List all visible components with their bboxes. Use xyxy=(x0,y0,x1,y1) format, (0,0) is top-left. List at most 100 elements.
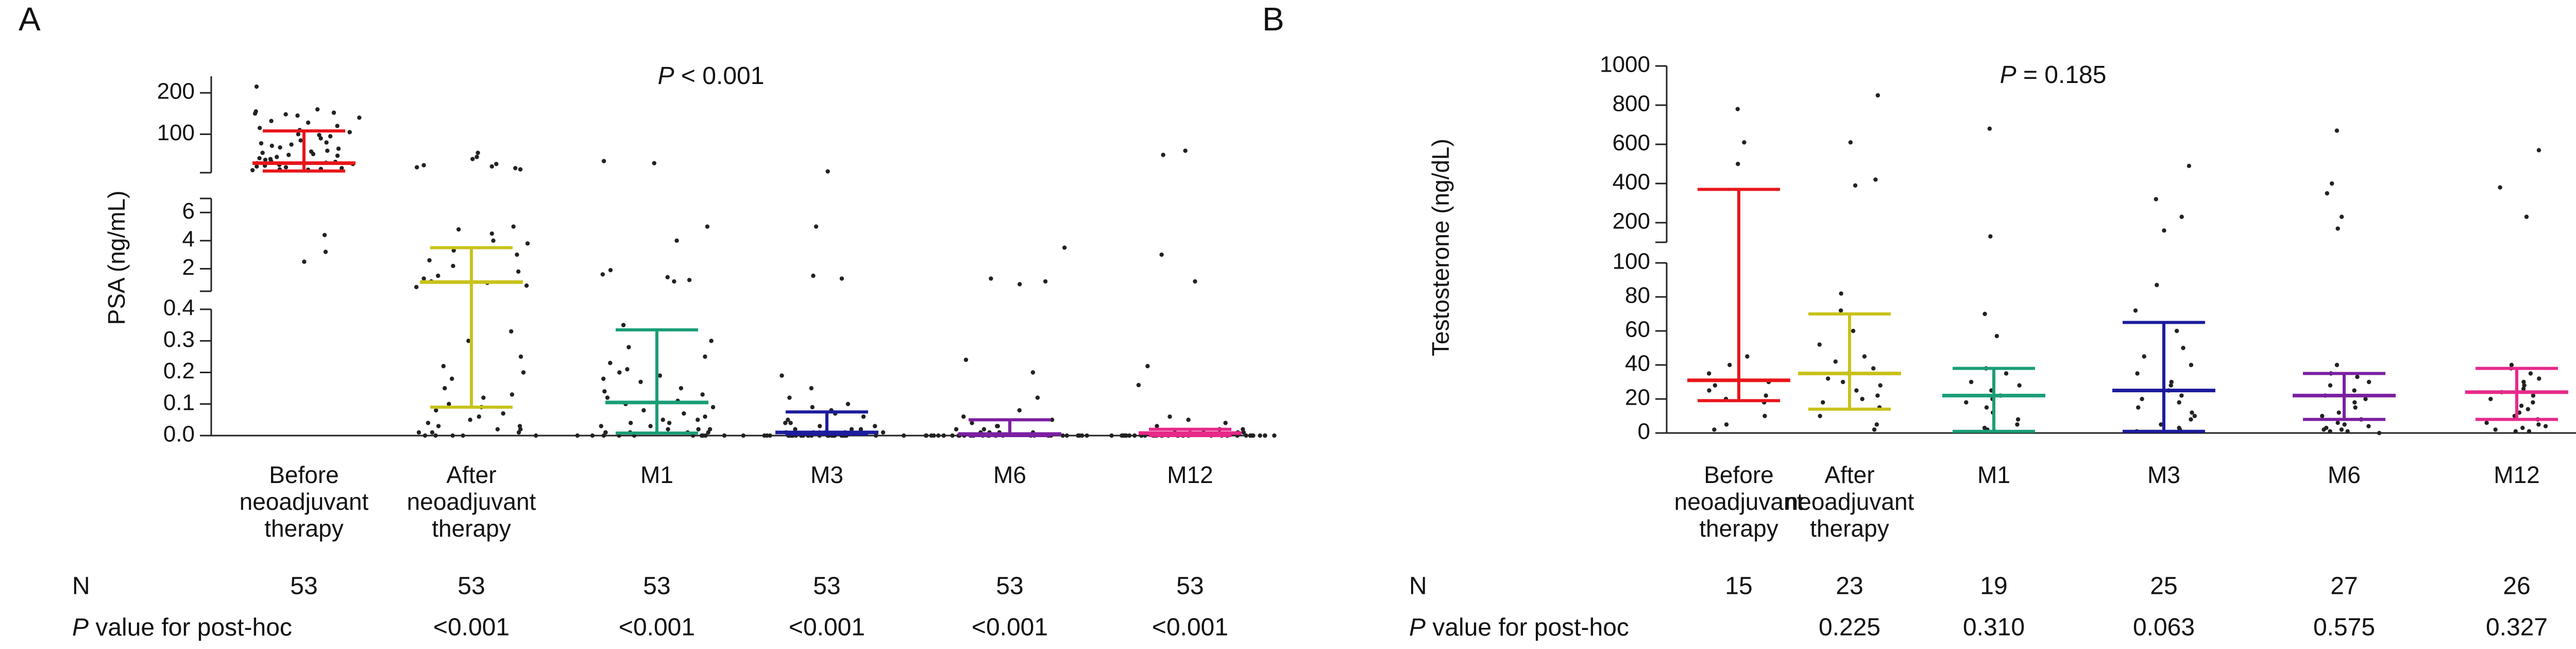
x-tick-label-line: After xyxy=(1824,461,1874,488)
data-point xyxy=(447,402,451,406)
data-point xyxy=(2339,427,2344,432)
data-point xyxy=(2522,383,2527,388)
data-point xyxy=(1080,433,1084,438)
table-p-label: P value for post-hoc xyxy=(1409,614,1629,641)
x-tick-label-line: Before xyxy=(1704,461,1774,488)
data-point xyxy=(491,238,496,243)
data-point xyxy=(2528,371,2533,376)
data-point xyxy=(1860,396,1865,402)
y-tick-label: 600 xyxy=(1613,130,1650,156)
panel-letter: A xyxy=(19,1,41,38)
data-point xyxy=(1017,408,1022,413)
data-point xyxy=(510,392,515,397)
data-point xyxy=(2155,282,2159,288)
table-n-value: 53 xyxy=(1176,573,1204,600)
data-point xyxy=(340,165,344,171)
data-point xyxy=(1712,427,1717,432)
data-point xyxy=(495,427,500,431)
data-point xyxy=(768,433,772,438)
data-point xyxy=(2345,429,2350,434)
data-point xyxy=(2536,148,2541,153)
data-point xyxy=(2352,400,2357,405)
data-point xyxy=(254,84,259,89)
data-point xyxy=(1762,413,1767,419)
data-point xyxy=(1982,311,1987,317)
data-point xyxy=(430,430,435,435)
data-point xyxy=(601,159,606,163)
data-point xyxy=(436,424,441,428)
data-point xyxy=(682,411,686,416)
data-point xyxy=(335,153,340,158)
data-point xyxy=(466,339,471,343)
data-point xyxy=(641,408,646,413)
data-point xyxy=(323,249,328,254)
data-point xyxy=(1764,393,1768,398)
data-point xyxy=(1193,279,1197,284)
group-6 xyxy=(1109,148,1277,438)
data-point xyxy=(298,138,303,143)
data-point xyxy=(516,269,521,274)
data-point xyxy=(2509,362,2514,368)
table-n-value: 53 xyxy=(996,573,1023,600)
data-point xyxy=(2177,400,2181,405)
data-point xyxy=(451,263,455,269)
data-point xyxy=(1159,252,1164,257)
data-point xyxy=(696,418,700,422)
x-tick-label-line: neoadjuvant xyxy=(1785,488,1914,515)
data-point xyxy=(331,110,336,115)
data-point xyxy=(2015,422,2020,427)
data-point xyxy=(1035,395,1040,400)
data-point xyxy=(311,152,316,157)
data-point xyxy=(1244,433,1248,438)
data-point xyxy=(600,272,605,277)
group-1 xyxy=(1687,107,1790,432)
data-point xyxy=(1987,126,1992,131)
data-point xyxy=(1145,364,1150,369)
x-tick-label-line: M12 xyxy=(2494,461,2539,488)
data-point xyxy=(518,167,523,172)
data-point xyxy=(1241,430,1246,435)
data-point xyxy=(302,259,307,264)
data-point xyxy=(687,277,692,282)
data-point xyxy=(2335,226,2340,231)
data-point xyxy=(1127,433,1132,438)
group-1 xyxy=(250,84,362,264)
data-point xyxy=(275,155,279,159)
data-point xyxy=(2133,308,2138,313)
data-point xyxy=(679,386,684,391)
data-point xyxy=(963,357,969,362)
group-4 xyxy=(741,169,906,438)
data-point xyxy=(1062,245,1067,250)
data-point xyxy=(902,433,906,438)
data-point xyxy=(608,360,613,365)
table-n-label: N xyxy=(72,573,90,600)
table-p-value: 0.310 xyxy=(1963,614,2025,641)
data-point xyxy=(2189,362,2194,368)
data-point xyxy=(1964,400,1969,405)
data-point xyxy=(259,141,264,146)
data-point xyxy=(1994,334,1999,339)
y-axis-label: PSA (ng/mL) xyxy=(103,191,130,325)
y-tick-label: 4 xyxy=(182,226,195,252)
data-point xyxy=(2521,387,2526,391)
data-point xyxy=(1874,422,1879,427)
data-point xyxy=(814,224,819,229)
data-point xyxy=(931,433,936,438)
data-point xyxy=(1263,433,1267,438)
y-tick-label: 60 xyxy=(1625,317,1650,342)
data-point xyxy=(481,395,486,400)
data-point xyxy=(2377,430,2382,436)
table-p-label-italic: P xyxy=(1409,614,1426,641)
data-point xyxy=(674,238,679,243)
table-p-value: 0.225 xyxy=(1819,614,1880,641)
data-point xyxy=(874,433,878,438)
data-point xyxy=(1706,371,1711,376)
table-n-value: 26 xyxy=(2503,573,2530,600)
y-tick-label: 1000 xyxy=(1600,52,1650,77)
data-point xyxy=(534,433,538,438)
table-p-label-rest: value for post-hoc xyxy=(89,614,292,641)
data-point xyxy=(2519,404,2524,408)
data-point xyxy=(1821,400,1825,405)
data-point xyxy=(2169,379,2174,385)
